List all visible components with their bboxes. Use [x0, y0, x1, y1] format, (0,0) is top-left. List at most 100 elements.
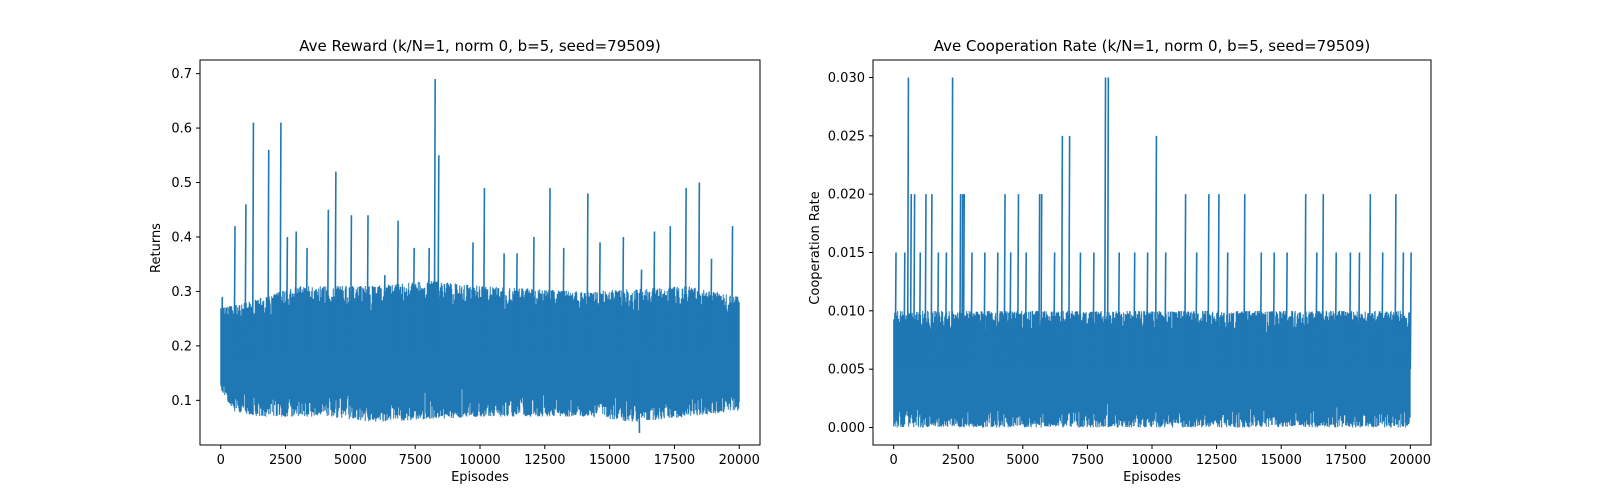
cooperation-series-spike	[1285, 252, 1288, 370]
reward-series-spike	[639, 269, 643, 356]
cooperation-series-spike	[1321, 194, 1325, 370]
reward-series-spike	[267, 149, 270, 357]
reward-y-tick-label: 0.5	[171, 176, 192, 191]
cooperation-series-spike	[1003, 194, 1006, 370]
reward-series-spike	[383, 275, 386, 354]
cooperation-series-spike	[970, 252, 973, 370]
reward-x-tick-label: 20000	[719, 453, 760, 468]
reward-series-spike	[471, 242, 474, 352]
reward-series-spike	[532, 236, 535, 353]
reward-series-spike	[251, 122, 255, 358]
reward-series-spike	[668, 226, 672, 353]
reward-y-ticks: 0.1 0.2 0.3 0.4 0.5 0.6 0.7	[171, 67, 200, 409]
cooperation-y-tick-label: 0.020	[828, 188, 865, 203]
reward-series-spike	[233, 226, 236, 359]
reward-chart-title: Ave Reward (k/N=1, norm 0, b=5, seed=795…	[299, 37, 661, 55]
reward-y-tick-label: 0.2	[171, 339, 192, 354]
reward-series-spike	[285, 236, 289, 354]
reward-series-spike	[279, 122, 282, 355]
cooperation-series-spike	[1009, 252, 1012, 370]
reward-series-spike	[427, 247, 431, 350]
cooperation-series-spike	[1243, 194, 1246, 370]
cooperation-series-spike	[983, 252, 986, 370]
reward-x-axis-label: Episodes	[451, 470, 509, 485]
reward-series-spike	[562, 247, 565, 354]
cooperation-series-spike	[1154, 135, 1158, 370]
reward-series-spike	[437, 155, 440, 351]
reward-y-tick-label: 0.6	[171, 122, 192, 137]
reward-series-spike	[349, 215, 353, 353]
reward-series-spike	[326, 209, 330, 352]
reward-plot-frame	[199, 59, 761, 446]
cooperation-y-tick-label: 0.000	[828, 421, 865, 436]
cooperation-x-ticks: 0 2500 5000 7500 10000 12500 15000 17500 20000	[890, 445, 1431, 468]
cooperation-series-spike	[1038, 194, 1041, 370]
cooperation-series-spike	[1304, 194, 1307, 370]
cooperation-y-tick-label: 0.015	[828, 246, 865, 261]
cooperation-series-spike	[1146, 252, 1149, 370]
reward-series-spike	[586, 193, 589, 355]
reward-series-spike	[709, 258, 713, 353]
reward-x-tick-label: 12500	[524, 453, 565, 468]
reward-series-spike	[515, 253, 518, 353]
cooperation-y-ticks: 0.000 0.005 0.010 0.015 0.020 0.025 0.030	[828, 71, 873, 436]
cooperation-x-tick-label: 17500	[1325, 453, 1366, 468]
cooperation-series-spike	[1226, 252, 1229, 370]
cooperation-series-spike	[913, 194, 916, 370]
reward-series-spike	[621, 236, 625, 356]
cooperation-chart-title: Ave Cooperation Rate (k/N=1, norm 0, b=5…	[934, 37, 1370, 55]
cooperation-series-spike	[1040, 194, 1043, 370]
cooperation-series-spike	[1334, 252, 1338, 370]
reward-series-spike	[684, 187, 687, 352]
reward-series-spike	[637, 355, 641, 434]
cooperation-x-tick-label: 0	[890, 453, 898, 468]
cooperation-x-tick-label: 15000	[1260, 453, 1301, 468]
cooperation-series-spike	[909, 194, 913, 370]
cooperation-y-axis-label: Cooperation Rate	[808, 191, 823, 304]
cooperation-series-spike	[1106, 77, 1110, 370]
cooperation-series-spike	[1368, 194, 1372, 370]
cooperation-series-spike	[1092, 252, 1095, 370]
reward-series-spike	[294, 231, 298, 352]
cooperation-series-spike	[1409, 252, 1412, 370]
reward-series-spike	[730, 226, 734, 354]
cooperation-series-spike	[894, 252, 897, 370]
cooperation-series-spike	[996, 252, 999, 370]
cooperation-series-spike	[1164, 252, 1167, 370]
cooperation-series-spike	[1068, 135, 1071, 370]
cooperation-series-spike	[1024, 252, 1028, 370]
cooperation-series-spike	[1259, 252, 1263, 370]
cooperation-series-spike	[950, 77, 954, 370]
reward-x-tick-label: 0	[217, 453, 225, 468]
reward-series-spike	[334, 171, 337, 352]
reward-x-tick-label: 17500	[654, 453, 695, 468]
reward-y-tick-label: 0.1	[171, 394, 192, 409]
cooperation-series-spike	[961, 194, 964, 370]
reward-series-spike	[652, 231, 656, 354]
reward-x-ticks: 0 2500 5000 7500 10000 12500 15000 17500 20000	[217, 445, 760, 468]
reward-series	[220, 79, 740, 434]
cooperation-series-spike	[1394, 194, 1397, 370]
cooperation-series-spike	[930, 194, 933, 370]
reward-series-spike	[697, 182, 701, 352]
reward-y-axis-label: Returns	[149, 223, 164, 273]
cooperation-series-spike	[1184, 194, 1187, 370]
cooperation-x-tick-label: 12500	[1196, 453, 1237, 468]
cooperation-series	[893, 77, 1412, 428]
reward-series-spike	[598, 242, 601, 355]
cooperation-series-spike	[1133, 252, 1136, 370]
cooperation-series-spike	[962, 194, 966, 370]
reward-x-tick-label: 5000	[334, 453, 367, 468]
cooperation-series-spike	[1016, 194, 1020, 370]
cooperation-series-spike	[1272, 252, 1276, 370]
cooperation-series-spike	[1078, 252, 1082, 370]
cooperation-series-spike	[1195, 252, 1198, 370]
cooperation-series-spike	[924, 194, 927, 370]
cooperation-y-tick-label: 0.030	[828, 71, 865, 86]
reward-series-spike	[502, 253, 505, 352]
cooperation-series-spike	[958, 194, 962, 370]
reward-series-spike	[220, 296, 224, 350]
reward-series-spike	[482, 187, 486, 352]
cooperation-y-tick-label: 0.010	[828, 304, 865, 319]
